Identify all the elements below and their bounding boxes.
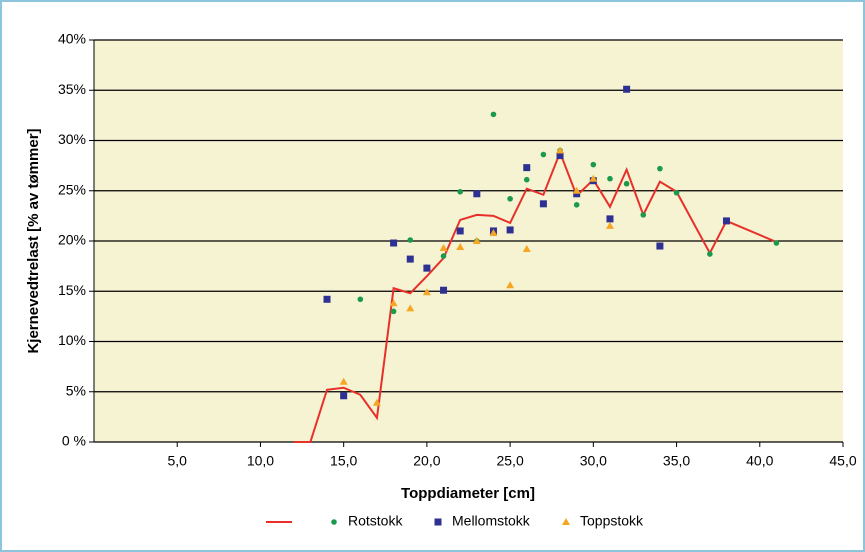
- data-point: [423, 264, 431, 272]
- data-point: [539, 200, 547, 208]
- data-point: [440, 253, 447, 259]
- y-tick-label: 10%: [58, 332, 86, 348]
- y-tick-label: 35%: [58, 81, 86, 97]
- y-tick-label: 30%: [58, 131, 86, 147]
- data-point: [407, 237, 414, 243]
- x-tick-label: 15,0: [330, 453, 357, 469]
- data-point: [339, 377, 348, 385]
- y-tick-label: 0 %: [62, 433, 86, 449]
- data-point: [457, 188, 463, 195]
- data-point: [605, 221, 614, 229]
- data-point: [406, 255, 414, 263]
- data-point: [623, 85, 631, 93]
- data-point: [656, 242, 664, 250]
- data-point: [456, 243, 465, 251]
- legend-label: Mellomstokk: [452, 513, 531, 529]
- legend-marker: [331, 519, 337, 525]
- data-point: [556, 152, 564, 160]
- data-point: [439, 244, 448, 252]
- data-point: [573, 202, 580, 208]
- data-point: [640, 212, 647, 218]
- data-point: [606, 215, 614, 223]
- data-point: [707, 251, 713, 257]
- x-tick-label: 30,0: [580, 453, 607, 469]
- y-tick-label: 15%: [58, 282, 86, 298]
- data-point: [390, 308, 397, 315]
- data-point: [389, 299, 398, 307]
- data-point: [589, 174, 598, 182]
- legend-label: Rotstokk: [348, 513, 403, 529]
- y-tick-label: 40%: [58, 31, 86, 47]
- data-point: [773, 240, 780, 246]
- legend-marker: [562, 518, 570, 525]
- data-point: [340, 392, 348, 400]
- data-point: [357, 296, 364, 303]
- data-point: [590, 161, 597, 168]
- data-point: [473, 190, 481, 198]
- data-point: [506, 226, 514, 234]
- data-point: [523, 176, 530, 183]
- y-tick-label: 20%: [58, 232, 86, 248]
- data-point: [607, 175, 613, 182]
- legend-marker: [434, 518, 442, 526]
- x-tick-label: 35,0: [663, 453, 690, 469]
- data-point: [406, 304, 415, 312]
- data-point: [472, 237, 481, 244]
- data-point: [440, 286, 448, 294]
- data-point: [490, 111, 497, 118]
- x-tick-label: 40,0: [746, 453, 773, 469]
- x-tick-label: 5,0: [167, 453, 187, 469]
- data-point: [456, 227, 464, 235]
- data-point: [556, 146, 565, 154]
- data-point: [422, 288, 431, 296]
- data-point: [673, 189, 680, 196]
- data-point: [523, 164, 531, 172]
- y-tick-label: 25%: [58, 181, 86, 197]
- data-point: [372, 398, 381, 406]
- data-point: [573, 190, 581, 198]
- x-tick-label: 10,0: [247, 453, 274, 469]
- data-point: [572, 186, 581, 194]
- data-point: [722, 217, 730, 225]
- data-line: [293, 149, 777, 443]
- x-axis-title: Toppdiameter [cm]: [401, 485, 535, 502]
- x-tick-label: 45,0: [829, 453, 856, 469]
- data-point: [522, 245, 531, 253]
- data-point: [540, 151, 547, 158]
- data-point: [507, 195, 513, 202]
- data-point: [623, 180, 630, 187]
- data-point: [323, 295, 331, 303]
- x-tick-label: 20,0: [413, 453, 440, 469]
- y-axis-title: Kjernevedtrelast [% av tømmer]: [25, 128, 42, 353]
- data-point: [506, 281, 515, 289]
- data-point: [390, 239, 398, 247]
- legend-label: Toppstokk: [580, 513, 644, 529]
- x-tick-label: 25,0: [496, 453, 523, 469]
- y-tick-label: 5%: [66, 382, 86, 398]
- data-point: [489, 228, 498, 236]
- data-point: [657, 165, 663, 172]
